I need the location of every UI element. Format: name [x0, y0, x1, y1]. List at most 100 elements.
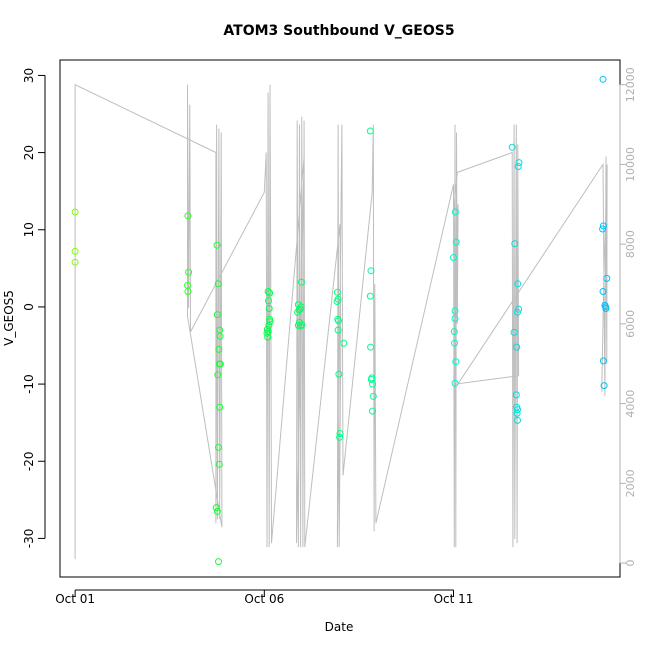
data-point: [265, 297, 272, 305]
axes-layer: -30 -20 -10 0 10 20 30 Oct 01 Oct 06 Oct 11 0 2000 4…: [22, 59, 637, 606]
data-point: [215, 460, 223, 468]
data-point: [600, 382, 608, 390]
data-point: [452, 238, 460, 246]
data-point: [266, 318, 274, 326]
data-point: [367, 267, 375, 275]
data-point: [216, 332, 224, 340]
data-point: [216, 403, 224, 411]
data-point: [451, 208, 459, 216]
data-point: [515, 159, 523, 167]
data-point: [216, 360, 224, 368]
data-point: [450, 254, 457, 261]
data-point: [215, 345, 223, 353]
data-point: [451, 339, 459, 347]
x-axis-tick-label: Oct 11: [434, 592, 474, 606]
y-axis-tick-label: 20: [22, 145, 36, 160]
data-point: [599, 225, 607, 233]
y-axis-tick-label: -30: [22, 529, 36, 549]
data-point: [451, 307, 459, 315]
data-point: [603, 274, 611, 282]
x-axis-tick-label: Oct 01: [55, 592, 95, 606]
data-point: [71, 208, 79, 216]
x-axis-label: Date: [325, 620, 354, 634]
data-point: [214, 371, 222, 379]
data-point: [71, 258, 79, 266]
data-point: [297, 303, 305, 311]
data-point: [298, 321, 306, 329]
data-point: [215, 443, 222, 451]
data-point: [340, 339, 348, 347]
right-axis-tick-label: 12000: [624, 67, 637, 102]
data-point: [333, 288, 341, 296]
data-point: [369, 407, 376, 415]
data-point: [296, 318, 303, 326]
x-axis-tick-label: Oct 06: [244, 592, 284, 606]
data-point: [184, 212, 192, 220]
data-point: [184, 288, 192, 295]
altitude-track-layer: [74, 83, 608, 560]
data-point: [599, 222, 607, 230]
y-axis-tick-label: 0: [22, 303, 36, 311]
data-point: [335, 370, 343, 378]
data-point: [214, 280, 222, 288]
data-point: [450, 328, 458, 336]
data-point: [599, 357, 607, 365]
data-point: [213, 507, 221, 515]
data-point: [451, 315, 459, 322]
chart-title: ATOM3 Southbound V_GEOS5: [223, 23, 454, 39]
right-axis-tick-label: 10000: [624, 147, 637, 182]
data-point: [294, 308, 302, 316]
data-point: [264, 333, 272, 341]
data-point: [336, 430, 344, 437]
data-point: [599, 288, 607, 295]
data-point: [514, 163, 522, 170]
data-point: [514, 416, 521, 424]
data-point: [452, 358, 460, 366]
data-point: [513, 409, 521, 417]
data-point: [297, 322, 305, 330]
data-points-layer: [71, 75, 611, 566]
data-point: [514, 308, 521, 316]
y-axis-label: V_GEOS5: [2, 290, 16, 346]
data-point: [515, 305, 523, 313]
right-axis-tick-label: 0: [624, 560, 637, 567]
data-point: [264, 328, 272, 336]
right-axis-tick-label: 8000: [624, 230, 637, 258]
data-point: [602, 305, 610, 312]
right-axis-tick-label: 2000: [624, 469, 637, 497]
data-point: [511, 240, 519, 248]
data-point: [510, 328, 518, 336]
data-point: [212, 504, 220, 512]
data-point: [213, 241, 221, 249]
data-point: [213, 311, 221, 319]
data-point: [366, 292, 374, 300]
data-point: [264, 288, 272, 295]
y-axis-tick-label: 30: [22, 68, 36, 83]
data-point: [266, 289, 274, 297]
data-point: [367, 343, 375, 351]
data-point: [366, 127, 374, 135]
y-axis-tick-label: -10: [22, 374, 36, 394]
data-point: [71, 247, 79, 255]
data-point: [185, 268, 193, 276]
altitude-track-line: [74, 83, 608, 560]
data-point: [336, 433, 344, 441]
data-point: [369, 380, 376, 388]
data-point: [514, 406, 521, 414]
y-axis-tick-label: -20: [22, 451, 36, 471]
data-point: [333, 298, 341, 305]
data-point: [512, 391, 520, 399]
data-point: [369, 392, 377, 400]
y-axis-tick-label: 10: [22, 222, 36, 237]
data-point: [513, 343, 521, 351]
right-axis-tick-label: 4000: [624, 390, 637, 418]
data-point: [334, 326, 342, 334]
data-point: [335, 317, 342, 325]
data-point: [514, 280, 522, 288]
data-point: [265, 305, 273, 312]
right-axis-tick-label: 6000: [624, 310, 637, 338]
data-point: [451, 379, 459, 387]
data-point: [367, 376, 375, 383]
data-point: [297, 278, 305, 286]
